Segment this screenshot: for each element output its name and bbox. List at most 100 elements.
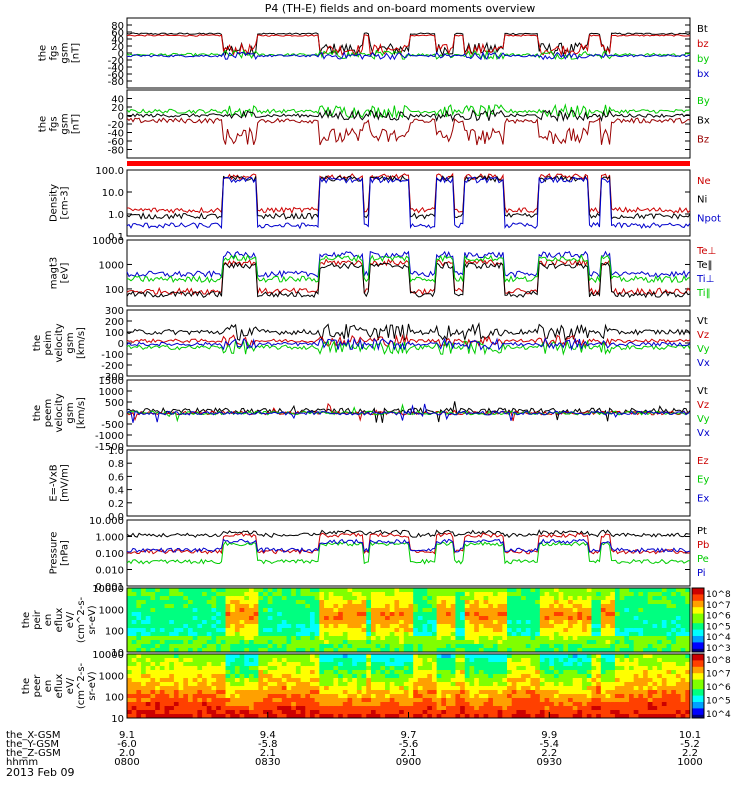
heatmap-cell xyxy=(295,648,302,653)
heatmap-cell xyxy=(582,662,588,667)
heatmap-cell xyxy=(216,604,222,609)
heatmap-cell xyxy=(657,702,663,707)
heatmap-cell xyxy=(436,624,442,629)
panel-frame xyxy=(126,239,691,307)
heatmap-cell xyxy=(164,596,170,601)
heatmap-cell xyxy=(558,702,564,707)
heatmap-cell xyxy=(127,702,133,707)
heatmap-cell xyxy=(549,644,555,649)
heatmap-cell xyxy=(324,706,330,711)
heatmap-cell xyxy=(258,702,264,707)
heatmap-cell xyxy=(291,632,297,637)
heatmap-cell xyxy=(164,682,170,687)
y-axis-label: gsm xyxy=(60,113,71,134)
heatmap-cell xyxy=(577,674,583,679)
heatmap-cell xyxy=(492,624,499,629)
heatmap-cell xyxy=(230,604,236,609)
heatmap-cell xyxy=(202,632,208,637)
heatmap-cell xyxy=(225,612,231,617)
heatmap-cell xyxy=(399,666,405,671)
heatmap-cell xyxy=(666,710,672,715)
heatmap-cell xyxy=(558,588,564,593)
heatmap-cell xyxy=(507,640,513,645)
heatmap-cell xyxy=(572,592,578,597)
heatmap-cell xyxy=(136,616,142,621)
heatmap-cell xyxy=(577,616,583,621)
heatmap-cell xyxy=(657,714,663,719)
heatmap-cell xyxy=(291,616,297,621)
heatmap-cell xyxy=(324,682,330,687)
heatmap-cell xyxy=(661,670,668,675)
heatmap-cell xyxy=(230,686,236,691)
heatmap-cell xyxy=(643,608,649,613)
heatmap-cell xyxy=(464,612,470,617)
heatmap-cell xyxy=(234,640,241,645)
y-axis-label: [km/s] xyxy=(76,397,87,429)
heatmap-cell xyxy=(141,674,147,679)
heatmap-cell xyxy=(614,624,621,629)
heatmap-cell xyxy=(610,658,616,663)
heatmap-cell xyxy=(530,592,536,597)
heatmap-cell xyxy=(408,662,414,667)
heatmap-cell xyxy=(610,674,616,679)
heatmap-cell xyxy=(436,682,442,687)
heatmap-cell xyxy=(366,616,372,621)
heatmap-cell xyxy=(446,682,452,687)
heatmap-cell xyxy=(478,690,485,695)
heatmap-cell xyxy=(197,690,203,695)
heatmap-cell xyxy=(455,636,461,641)
heatmap-cell xyxy=(408,702,414,707)
heatmap-cell xyxy=(314,710,320,715)
heatmap-cell xyxy=(361,616,367,621)
heatmap-cell xyxy=(258,640,264,645)
heatmap-cell xyxy=(661,710,668,715)
heatmap-cell xyxy=(338,666,344,671)
heatmap-cell xyxy=(408,636,414,641)
heatmap-cell xyxy=(478,628,485,633)
heatmap-cell xyxy=(647,658,653,663)
heatmap-cell xyxy=(295,624,302,629)
heatmap-cell xyxy=(197,644,203,649)
heatmap-cell xyxy=(544,666,550,671)
heatmap-cell xyxy=(539,662,546,667)
heatmap-cell xyxy=(638,604,644,609)
heatmap-cell xyxy=(361,710,367,715)
heatmap-cell xyxy=(553,670,560,675)
heatmap-cell xyxy=(333,596,339,601)
heatmap-cell xyxy=(230,694,236,699)
heatmap-cell xyxy=(300,662,306,667)
legend-Vz: Vz xyxy=(697,400,709,411)
heatmap-cell xyxy=(441,596,447,601)
y-tick-label: -80 xyxy=(108,77,124,88)
heatmap-cell xyxy=(244,666,250,671)
heatmap-cell xyxy=(333,706,339,711)
x-tick-label: 0930 xyxy=(537,757,562,768)
heatmap-cell xyxy=(394,678,400,683)
heatmap-cell xyxy=(220,706,227,711)
heatmap-cell xyxy=(666,658,672,663)
heatmap-cell xyxy=(211,644,217,649)
heatmap-cell xyxy=(145,648,151,653)
heatmap-cell xyxy=(469,710,475,715)
heatmap-cell xyxy=(643,600,649,605)
heatmap-cell xyxy=(530,596,536,601)
heatmap-cell xyxy=(225,592,231,597)
colorbar-segment xyxy=(692,705,704,709)
heatmap-cell xyxy=(544,694,550,699)
heatmap-cell xyxy=(408,588,414,593)
heatmap-cell xyxy=(516,648,522,653)
y-axis-label: [eV] xyxy=(60,263,71,284)
heatmap-cell xyxy=(173,640,180,645)
heatmap-cell xyxy=(169,674,175,679)
heatmap-cell xyxy=(619,654,625,659)
heatmap-cell xyxy=(577,682,583,687)
heatmap-cell xyxy=(136,698,142,703)
heatmap-cell xyxy=(187,710,194,715)
heatmap-cell xyxy=(328,632,334,637)
heatmap-cell xyxy=(511,612,517,617)
heatmap-cell xyxy=(187,690,194,695)
heatmap-cell xyxy=(225,694,231,699)
heatmap-cell xyxy=(342,706,349,711)
heatmap-cell xyxy=(155,694,161,699)
